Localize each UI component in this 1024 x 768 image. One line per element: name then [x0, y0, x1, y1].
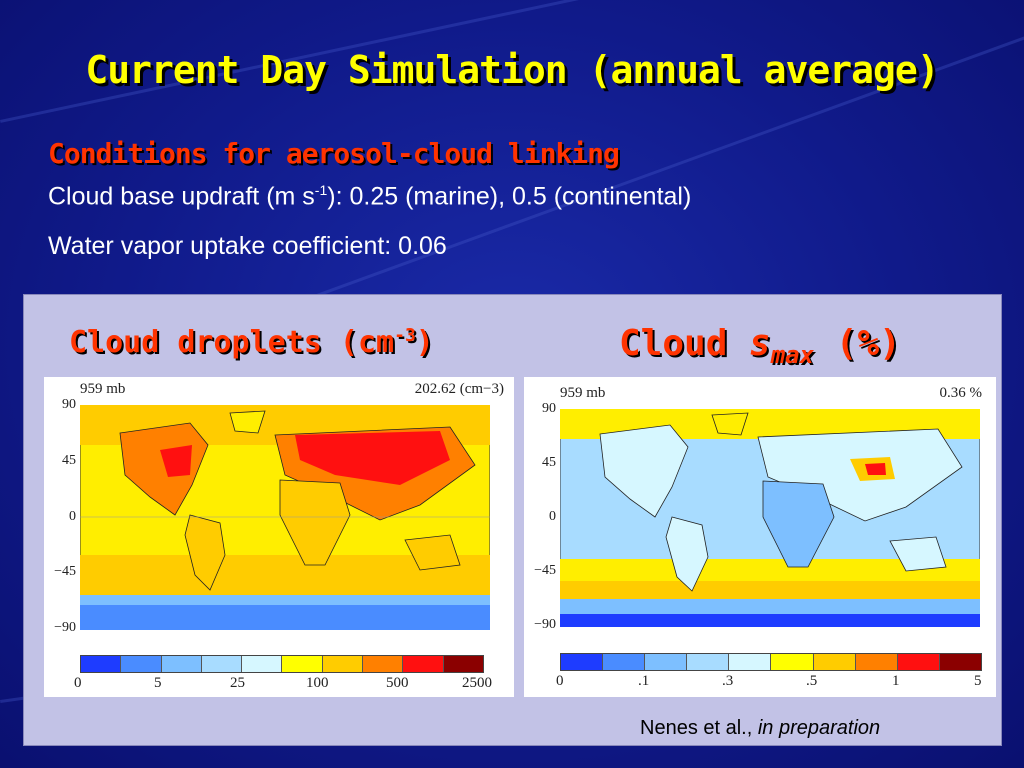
- left-colorbar-label: 500: [386, 675, 409, 691]
- colorbar-swatch: [813, 654, 856, 670]
- colorbar-swatch: [161, 656, 202, 672]
- colorbar-swatch: [897, 654, 940, 670]
- right-colorbar: [560, 653, 982, 671]
- right-map-plot: [560, 409, 980, 627]
- colorbar-swatch: [121, 656, 162, 672]
- colorbar-swatch: [603, 654, 646, 670]
- right-ytick: −45: [534, 563, 556, 578]
- right-ytick: 90: [542, 401, 556, 416]
- colorbar-swatch: [242, 656, 283, 672]
- colorbar-swatch: [645, 654, 688, 670]
- colorbar-swatch: [403, 656, 444, 672]
- colorbar-swatch: [201, 656, 243, 672]
- left-ytick: −90: [54, 620, 76, 635]
- colorbar-swatch: [939, 654, 981, 670]
- cloud-smax-map: 959 mb 0.36 % 90 45 0 −45 −90 0 .1 .3: [524, 377, 996, 697]
- left-colorbar-label: 5: [154, 675, 162, 691]
- right-level-label: 959 mb: [560, 385, 606, 401]
- left-level-label: 959 mb: [80, 381, 126, 397]
- left-ytick: 45: [62, 453, 76, 468]
- colorbar-swatch: [729, 654, 772, 670]
- right-colorbar-label: .1: [638, 673, 650, 689]
- colorbar-swatch: [687, 654, 730, 670]
- right-colorbar-label: 1: [892, 673, 900, 689]
- colorbar-swatch: [81, 656, 122, 672]
- right-ytick: 0: [549, 509, 556, 524]
- cloud-droplets-map: 959 mb 202.62 (cm−3) 90 45 0 −45 −90 0 5: [44, 377, 514, 697]
- updraft-suffix: ): 0.25 (marine), 0.5 (continental): [327, 182, 692, 211]
- right-title-main: Cloud: [619, 323, 750, 364]
- right-ytick: −90: [534, 617, 556, 632]
- slide-title: Current Day Simulation (annual average): [85, 48, 939, 92]
- left-colorbar-label: 0: [74, 675, 82, 691]
- right-ytick: 45: [542, 455, 556, 470]
- left-title-close: ): [415, 325, 434, 360]
- left-colorbar-label: 25: [230, 675, 245, 691]
- left-colorbar: [80, 655, 484, 673]
- left-mean-label: 202.62 (cm−3): [414, 381, 504, 397]
- updraft-superscript: -1: [314, 182, 328, 198]
- uptake-line: Water vapor uptake coefficient: 0.06: [48, 232, 447, 260]
- updraft-prefix: Cloud base updraft (m s: [48, 182, 315, 211]
- right-title-s: s: [749, 323, 771, 364]
- right-panel-title: Cloud smax (%): [619, 323, 901, 369]
- colorbar-swatch: [282, 656, 323, 672]
- right-title-pct: (%): [814, 323, 901, 364]
- colorbar-swatch: [771, 654, 814, 670]
- right-mean-label: 0.36 %: [939, 385, 983, 401]
- colorbar-swatch: [443, 656, 483, 672]
- right-colorbar-label: 0: [556, 673, 564, 689]
- left-colorbar-label: 100: [306, 675, 329, 691]
- right-colorbar-label: .5: [806, 673, 818, 689]
- left-title-main: Cloud droplets (cm: [69, 325, 395, 360]
- conditions-heading: Conditions for aerosol-cloud linking: [48, 137, 620, 170]
- figure-panel: Cloud droplets (cm-3) Cloud smax (%) 959…: [23, 294, 1002, 746]
- credit-line: Nenes et al., in preparation: [640, 717, 880, 740]
- left-ytick: −45: [54, 564, 76, 579]
- left-ytick: 90: [62, 397, 76, 412]
- colorbar-swatch: [322, 656, 364, 672]
- credit-status: in preparation: [757, 717, 881, 739]
- left-ytick: 0: [69, 509, 76, 524]
- colorbar-swatch: [363, 656, 404, 672]
- right-colorbar-label: .3: [722, 673, 734, 689]
- colorbar-swatch: [561, 654, 604, 670]
- left-panel-title: Cloud droplets (cm-3): [69, 325, 434, 360]
- left-map-plot: [80, 405, 490, 630]
- right-title-sub: max: [770, 341, 815, 369]
- credit-authors: Nenes et al.,: [640, 717, 758, 739]
- left-colorbar-label: 2500: [462, 675, 492, 691]
- left-title-sup: -3: [394, 325, 416, 346]
- right-colorbar-label: 5: [974, 673, 982, 689]
- colorbar-swatch: [855, 654, 898, 670]
- updraft-line: Cloud base updraft (m s-1): 0.25 (marine…: [48, 182, 691, 211]
